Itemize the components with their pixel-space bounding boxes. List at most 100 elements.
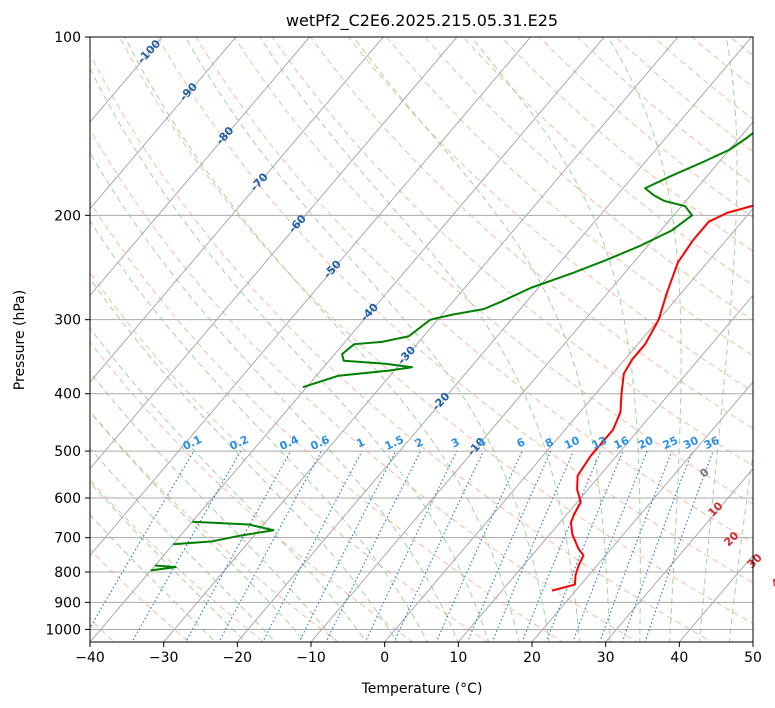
dry-adiabat (615, 37, 753, 153)
isotherm-line (310, 121, 753, 642)
dewpoint-low-line-1 (173, 520, 275, 546)
isotherm-line (90, 37, 532, 557)
dry-adiabat (90, 410, 340, 642)
dry-adiabat (90, 271, 489, 642)
mixing-ratio-line (393, 450, 484, 642)
moist-adiabat (699, 37, 738, 642)
x-tick-label: 0 (380, 650, 389, 666)
dry-adiabat (386, 37, 753, 357)
mixing-ratio-line (435, 450, 523, 642)
mixing-ratio-line (572, 450, 648, 642)
dry-adiabat (157, 37, 753, 584)
moist-adiabat-label: 40 (769, 570, 775, 590)
x-tick-label: −40 (75, 650, 105, 666)
moist-adiabat (607, 37, 682, 642)
mixing-ratio-line (298, 450, 397, 642)
isotherm-line (384, 207, 753, 642)
y-tick-label: 900 (54, 595, 81, 611)
dry-adiabat (653, 37, 753, 120)
x-tick-label: 20 (523, 650, 541, 666)
dry-adiabat (271, 37, 753, 467)
dry-adiabat (348, 37, 753, 393)
isotherm-line (90, 37, 458, 470)
isotherm-line (457, 294, 753, 642)
x-tick-label: 40 (670, 650, 688, 666)
moist-adiabat (90, 67, 490, 642)
profile-lines (150, 131, 753, 592)
isotherm-line (605, 467, 753, 642)
moist-adiabat (90, 220, 429, 642)
x-axis: −40 −30 −20 −10 0 10 20 30 40 50 (75, 642, 762, 666)
x-tick-label: −20 (223, 650, 253, 666)
mixing-ratio-line (599, 450, 673, 642)
moist-adiabat (90, 151, 459, 642)
moist-adiabat (352, 37, 611, 642)
x-axis-title: Temperature (°C) (361, 681, 483, 697)
mixing-ratio-label: 10 (562, 434, 582, 452)
chart-title: wetPf2_C2E6.2025.215.05.31.E25 (286, 11, 558, 31)
x-tick-label: 10 (449, 650, 467, 666)
dry-adiabat (538, 37, 753, 219)
dry-adiabat (462, 37, 753, 287)
dry-adiabat (233, 37, 753, 505)
mixing-ratio-line (185, 450, 292, 642)
dry-adiabat (119, 37, 753, 625)
mixing-ratio-line (491, 450, 575, 642)
moist-adiabat (90, 514, 216, 642)
dewpoint-low-line-2 (150, 564, 177, 572)
dry-adiabat (309, 37, 753, 430)
y-tick-label: 100 (54, 30, 81, 46)
moist-adiabat (259, 37, 581, 642)
y-axis: 100 200 300 400 500 600 700 800 900 1000 (45, 30, 90, 638)
isotherm-line (163, 37, 679, 642)
y-tick-label: 700 (54, 531, 81, 547)
isotherm-line (90, 37, 163, 123)
mixing-ratio-label: 16 (612, 434, 632, 452)
dry-adiabat (576, 37, 753, 185)
moist-adiabat (124, 37, 520, 642)
dry-adiabat (90, 479, 265, 642)
mixing-ratio-line (131, 450, 242, 642)
mixing-ratio-label: 30 (681, 434, 701, 452)
x-tick-label: −30 (149, 650, 179, 666)
y-tick-label: 500 (54, 444, 81, 460)
mixing-ratio-label: 13 (590, 434, 609, 452)
isotherm-line (90, 37, 384, 383)
isotherm-line (90, 37, 237, 210)
mixing-ratio-label: 20 (636, 434, 656, 452)
y-tick-label: 400 (54, 387, 81, 403)
x-tick-label: 50 (744, 650, 762, 666)
x-tick-label: −10 (296, 650, 326, 666)
isotherm-line (236, 37, 753, 642)
mixing-ratio-label: 25 (661, 434, 680, 452)
moist-adiabat (90, 371, 337, 642)
dry-adiabat (195, 37, 753, 544)
dry-adiabat (90, 201, 564, 642)
temperature-line (551, 204, 753, 592)
moist-adiabat (470, 37, 641, 642)
isotherm-line (90, 37, 311, 297)
y-tick-label: 300 (54, 313, 81, 329)
y-tick-label: 600 (54, 491, 81, 507)
isotherm-line (90, 37, 605, 642)
y-tick-label: 1000 (45, 622, 81, 638)
moist-adiabat (184, 37, 550, 642)
isotherm-line (531, 381, 753, 642)
moist-adiabat (90, 327, 367, 642)
dry-adiabat (500, 37, 753, 252)
mixing-ratio-label: 36 (702, 434, 722, 452)
dewpoint-line (302, 131, 753, 389)
y-tick-label: 200 (54, 208, 81, 224)
mixing-ratio-line (364, 450, 458, 642)
background-lines (90, 37, 753, 642)
y-axis-title: Pressure (hPa) (12, 290, 28, 390)
mixing-ratio-line (325, 450, 422, 642)
mixing-ratio-line (90, 450, 195, 629)
x-tick-label: 30 (597, 650, 615, 666)
moist-adiabat (728, 450, 753, 642)
dry-adiabat (90, 53, 713, 642)
moist-adiabat (90, 277, 398, 642)
mixing-ratio-line (466, 450, 552, 642)
y-tick-label: 800 (54, 565, 81, 581)
